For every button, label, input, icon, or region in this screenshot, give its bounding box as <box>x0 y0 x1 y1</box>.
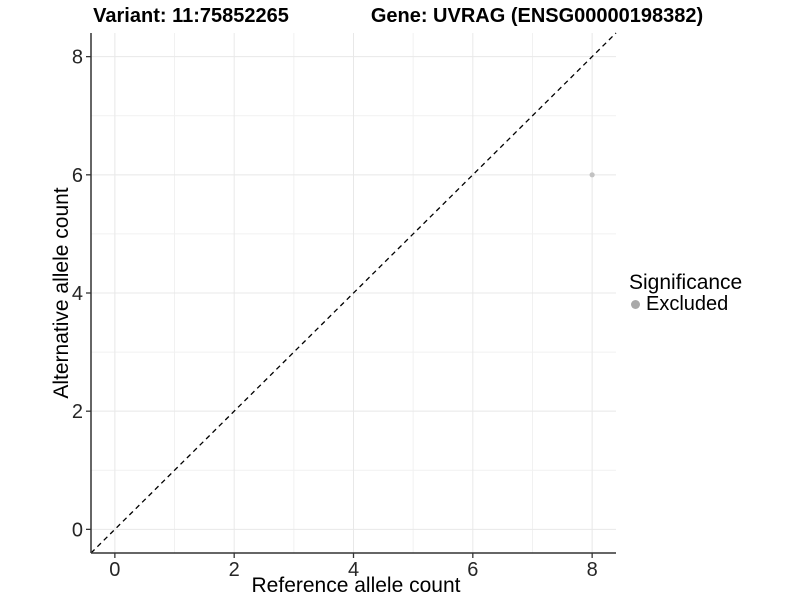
x-tick-label: 8 <box>587 559 598 581</box>
data-point <box>589 172 595 178</box>
y-tick-label: 6 <box>72 165 83 187</box>
legend-entry-excluded: Excluded <box>629 293 742 315</box>
legend: Significance Excluded <box>629 271 742 315</box>
variant-title: Variant: 11:75852265 <box>93 5 289 27</box>
x-tick-label: 0 <box>109 559 120 581</box>
x-axis-title: Reference allele count <box>251 574 461 597</box>
y-tick-label: 0 <box>72 519 83 541</box>
y-tick-label: 8 <box>72 47 83 69</box>
legend-point-icon <box>631 300 640 309</box>
gene-title: Gene: UVRAG (ENSG00000198382) <box>370 5 704 27</box>
identity-line <box>90 32 617 554</box>
x-tick-label: 4 <box>348 559 359 581</box>
x-tick-label: 2 <box>229 559 240 581</box>
x-tick-label: 6 <box>467 559 478 581</box>
legend-title: Significance <box>629 271 743 294</box>
y-tick-label: 2 <box>72 401 83 423</box>
y-axis-title: Alternative allele count <box>50 187 73 399</box>
y-tick-label: 4 <box>72 283 83 305</box>
legend-entry-label: Excluded <box>646 293 729 315</box>
